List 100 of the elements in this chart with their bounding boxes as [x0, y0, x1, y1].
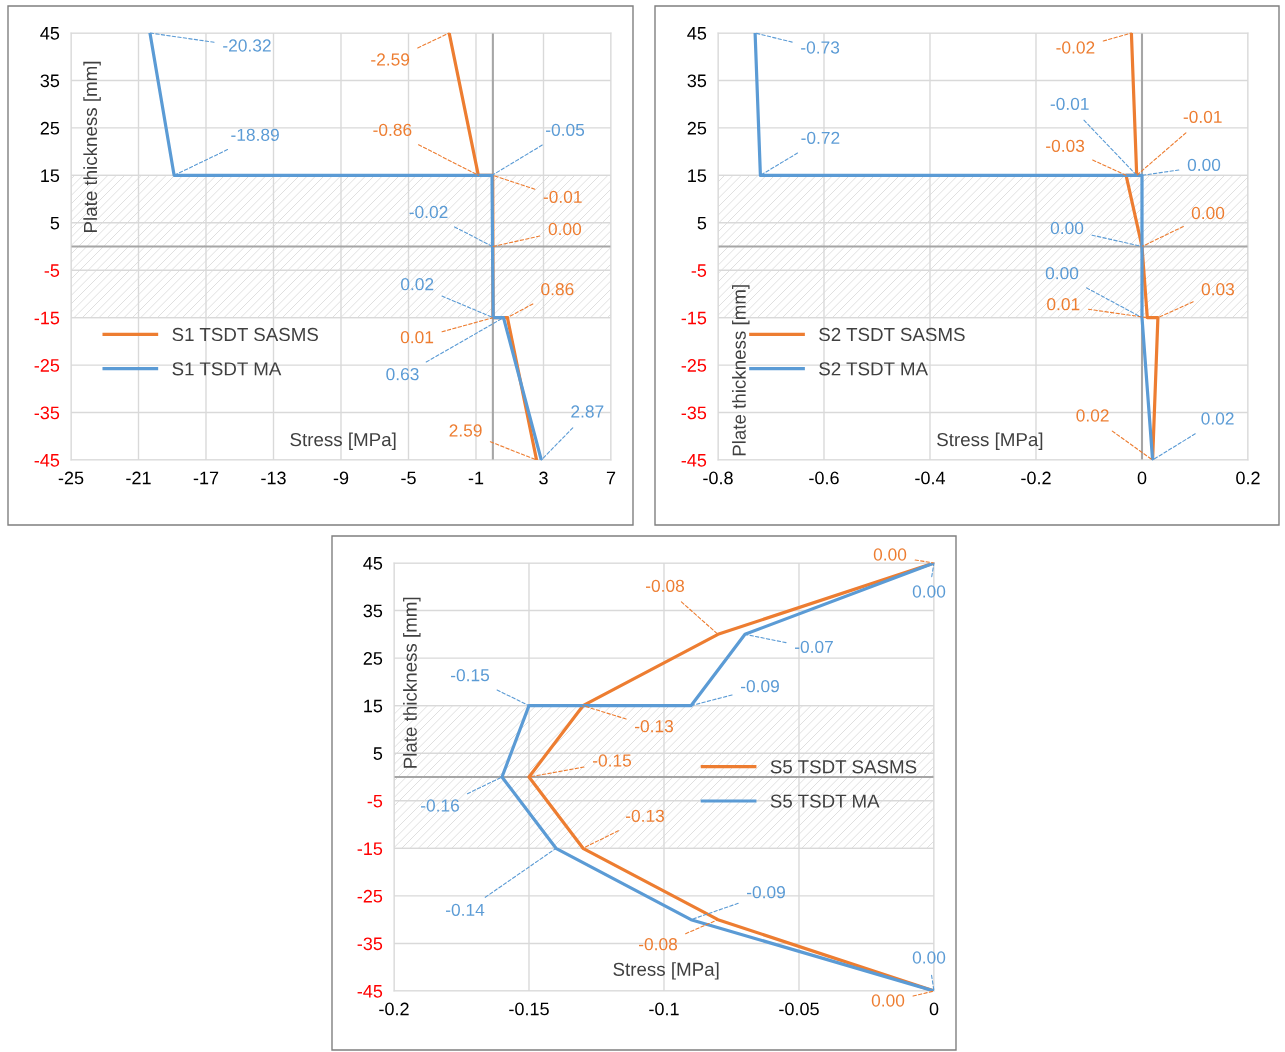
x-tick-label: -0.6	[809, 471, 839, 485]
y-tick-label: -45	[357, 985, 383, 998]
annotation: -0.07	[794, 640, 833, 653]
y-tick-label: 15	[688, 169, 707, 183]
y-tick-label: -35	[357, 937, 383, 951]
x-tick-label: -0.2	[1021, 471, 1051, 485]
x-tick-label: -17	[193, 471, 219, 485]
annotation: -0.08	[645, 579, 685, 592]
x-tick-label: -0.1	[649, 1002, 679, 1016]
x-tick-label: -21	[126, 471, 151, 485]
y-tick-label: -25	[681, 359, 707, 372]
x-tick-label: -0.8	[703, 471, 733, 485]
x-tick-label: -5	[401, 471, 416, 485]
annotation: -0.86	[373, 123, 412, 136]
annotation: -0.73	[801, 41, 840, 54]
annotation: 0.00	[1187, 158, 1221, 171]
annotation: -0.15	[450, 669, 490, 682]
y-tick-label: 15	[364, 699, 383, 713]
y-tick-label: -35	[34, 406, 60, 420]
x-tick-label: -13	[261, 471, 286, 485]
annotation: 0.00	[548, 222, 582, 236]
annotation: -0.09	[740, 680, 779, 693]
annotation: 0.02	[1201, 412, 1234, 425]
y-tick-label: 25	[687, 121, 707, 135]
annotation: 0.02	[1076, 409, 1109, 422]
annotation: -0.13	[625, 809, 665, 822]
y-tick-label: -25	[34, 359, 60, 372]
annotation: -2.59	[371, 53, 410, 66]
annotation: -0.08	[638, 938, 678, 951]
y-tick-label: 25	[363, 652, 383, 665]
annotation: -0.02	[409, 205, 448, 219]
annotation: -0.13	[634, 720, 674, 733]
y-tick-label: 45	[687, 27, 707, 40]
y-axis-title: Plate thickness [mm]	[403, 597, 421, 768]
annotation: 0.00	[1191, 206, 1225, 220]
y-tick-label: -35	[681, 406, 707, 420]
annotation: 0.00	[1050, 221, 1084, 235]
x-tick-label: -0.4	[915, 471, 946, 485]
annotation: 0.63	[386, 368, 419, 381]
annotation: -0.01	[1050, 97, 1089, 110]
annotation: -20.32	[223, 39, 271, 52]
legend-label: S1 TSDT MA	[172, 362, 282, 376]
x-tick-label: 0	[929, 1002, 939, 1016]
annotation: 0.02	[401, 278, 434, 291]
x-tick-label: -25	[58, 471, 84, 485]
annotation: -0.01	[543, 190, 582, 203]
x-tick-label: -9	[333, 471, 349, 485]
annotation: -0.02	[1056, 41, 1095, 54]
y-tick-label: -5	[44, 264, 60, 277]
annotation: 0.00	[873, 548, 907, 561]
y-tick-label: -45	[34, 454, 60, 467]
y-tick-label: -15	[34, 311, 60, 325]
y-tick-label: -25	[357, 889, 383, 903]
annotation: 0.00	[912, 951, 946, 964]
annotation: 2.59	[449, 424, 482, 437]
annotation: -0.09	[746, 886, 785, 899]
annotation: -0.03	[1046, 139, 1085, 152]
legend-label: S5 TSDT MA	[770, 794, 880, 808]
annotation: -18.89	[231, 128, 279, 141]
y-tick-label: -5	[691, 264, 707, 277]
y-tick-label: 15	[41, 169, 60, 183]
y-tick-label: -15	[681, 311, 707, 325]
y-tick-label: 45	[40, 27, 60, 40]
annotation: 0.00	[1045, 267, 1079, 280]
annotation: 0.01	[1047, 298, 1080, 311]
x-axis-title: Stress [MPa]	[290, 432, 396, 450]
y-tick-label: 35	[40, 74, 60, 88]
y-tick-label: -5	[367, 794, 383, 808]
x-tick-label: 7	[606, 471, 616, 485]
annotation: -0.72	[801, 131, 840, 144]
y-tick-label: 5	[697, 216, 707, 230]
legend-label: S2 TSDT MA	[819, 362, 929, 376]
annotation: -0.05	[546, 123, 585, 136]
x-tick-label: -1	[468, 471, 484, 485]
legend-label: S1 TSDT SASMS	[172, 327, 319, 342]
annotation: 0.03	[1201, 283, 1235, 296]
x-tick-label: -0.15	[509, 1002, 549, 1016]
annotation: 0.86	[541, 283, 574, 296]
x-axis-title: Stress [MPa]	[613, 962, 719, 980]
y-tick-label: 45	[363, 557, 383, 570]
y-tick-label: 35	[687, 74, 707, 88]
y-tick-label: -15	[357, 842, 383, 856]
annotation: -0.01	[1183, 110, 1222, 123]
x-tick-label: 0	[1137, 471, 1147, 485]
y-tick-label: 35	[363, 604, 383, 618]
annotation: 0.00	[912, 585, 946, 598]
legend-label: S5 TSDT SASMS	[770, 760, 917, 774]
annotation: -0.16	[420, 799, 460, 812]
annotation: 0.00	[871, 994, 905, 1007]
x-tick-label: -0.05	[779, 1002, 819, 1016]
x-tick-label: 0.2	[1236, 471, 1260, 485]
y-tick-label: 5	[373, 747, 383, 760]
x-tick-label: 3	[539, 471, 548, 485]
annotation: 2.87	[571, 405, 604, 418]
annotation: 0.01	[400, 331, 434, 344]
y-tick-label: 5	[50, 216, 60, 230]
annotation: -0.15	[592, 754, 632, 767]
x-axis-title: Stress [MPa]	[937, 432, 1043, 450]
y-tick-label: -45	[681, 454, 707, 467]
x-tick-label: -0.2	[379, 1002, 409, 1016]
